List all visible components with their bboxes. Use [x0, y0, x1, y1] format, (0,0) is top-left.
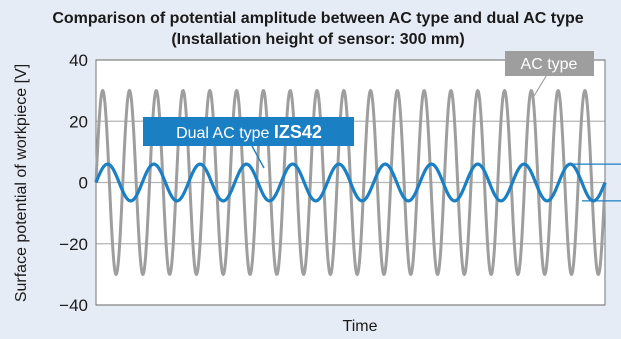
y-tick-label: −20: [59, 235, 88, 254]
ac-callout-leader: [533, 72, 549, 97]
dual-callout-box: [143, 117, 354, 146]
y-tick-label: 0: [79, 174, 88, 193]
legend-dual-ac-type-model: IZS42: [274, 122, 322, 142]
y-tick-label: 20: [69, 112, 88, 131]
x-axis-label: Time: [343, 318, 378, 335]
ac-callout-box: [505, 51, 594, 76]
plot-area: 40 20 0 −20 −40 AC type Dual AC type IZS42: [59, 51, 621, 315]
series-dual-ac-type-line: [94, 162, 607, 203]
legend-dual-ac-type: Dual AC type IZS42: [176, 122, 322, 142]
y-axis-label: Surface potential of workpiece [V]: [13, 64, 30, 302]
chart-subtitle: (Installation height of sensor: 300 mm): [171, 31, 464, 48]
y-tick-label: −40: [59, 296, 88, 315]
y-tick-label: 40: [69, 51, 88, 70]
dual-callout-leader: [251, 145, 265, 169]
legend-dual-ac-type-name: Dual AC type: [176, 125, 274, 142]
chart-title: Comparison of potential amplitude betwee…: [52, 10, 583, 27]
legend-ac-type: AC type: [521, 56, 578, 73]
